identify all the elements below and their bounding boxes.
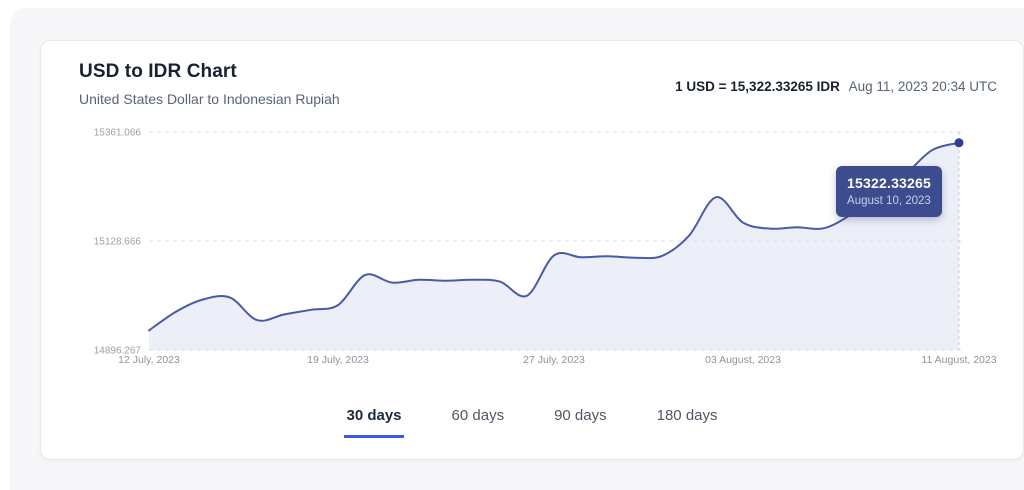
x-axis-label: 03 August, 2023	[705, 354, 781, 366]
y-axis-label: 15361.066	[94, 128, 142, 139]
tab-180-days[interactable]: 180 days	[656, 407, 718, 424]
page-title: USD to IDR Chart	[79, 61, 237, 82]
tab-30-days[interactable]: 30 days	[344, 407, 404, 438]
period-tabs: 30 days 60 days 90 days 180 days	[41, 407, 1023, 438]
chart-area-fill	[149, 142, 959, 350]
current-rate-timestamp: Aug 11, 2023 20:34 UTC	[848, 79, 997, 94]
tooltip-value: 15322.33265	[847, 175, 931, 191]
current-rate-value: 1 USD = 15,322.33265 IDR	[675, 79, 840, 94]
chart-region: 15361.066 15128.666 14896.267 12 July, 202…	[91, 126, 1011, 416]
chart-line	[148, 141, 960, 332]
usd-idr-chart-card: USD to IDR Chart United States Dollar to…	[40, 40, 1024, 460]
tab-60-days[interactable]: 60 days	[451, 407, 505, 424]
x-axis-label: 19 July, 2023	[307, 354, 369, 366]
chart-tooltip: 15322.33265 August 10, 2023	[836, 166, 942, 217]
latest-point-dot[interactable]	[954, 138, 964, 148]
y-axis-label: 15128.666	[94, 237, 142, 248]
y-axis-label: 14896.267	[94, 346, 142, 357]
current-rate-summary: 1 USD = 15,322.33265 IDR Aug 11, 2023 20…	[675, 79, 997, 94]
tab-90-days[interactable]: 90 days	[554, 407, 607, 424]
x-axis-label: 12 July, 2023	[118, 354, 180, 366]
exchange-rate-chart[interactable]: 15361.066 15128.666 14896.267	[91, 126, 1011, 376]
tooltip-date: August 10, 2023	[847, 195, 931, 207]
chart-subtitle: United States Dollar to Indonesian Rupia…	[79, 91, 340, 107]
x-axis-label: 11 August, 2023	[921, 354, 997, 366]
x-axis-label: 27 July, 2023	[523, 354, 585, 366]
